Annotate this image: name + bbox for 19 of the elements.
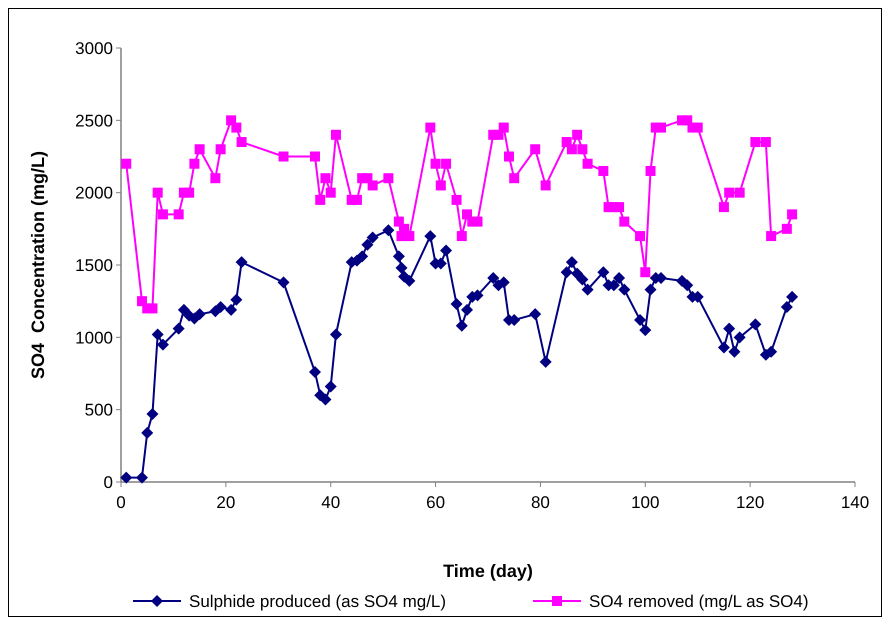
x-tick-label: 80 bbox=[530, 493, 550, 512]
y-tick-label: 500 bbox=[84, 400, 113, 420]
legend-label: Sulphide produced (as SO4 mg/L) bbox=[189, 592, 446, 611]
x-tick-label: 100 bbox=[631, 493, 660, 512]
y-axis-title: SO4 Concentration (mg/L) bbox=[28, 150, 48, 380]
y-tick-label: 3000 bbox=[75, 38, 113, 58]
x-tick-label: 120 bbox=[736, 493, 764, 512]
x-tick-label: 140 bbox=[840, 493, 870, 512]
y-tick-label: 2000 bbox=[75, 184, 113, 203]
y-tick-label: 1000 bbox=[75, 328, 113, 348]
y-tick-label: 1500 bbox=[75, 256, 113, 275]
x-tick-label: 20 bbox=[216, 493, 236, 512]
y-tick-label: 2500 bbox=[75, 111, 113, 130]
x-tick-label: 60 bbox=[426, 493, 446, 512]
x-tick-label: 40 bbox=[321, 493, 340, 512]
legend-label: SO4 removed (mg/L as SO4) bbox=[589, 592, 809, 611]
y-tick-label: 0 bbox=[104, 472, 113, 492]
x-axis-title: Time (day) bbox=[443, 561, 533, 581]
x-tick-label: 0 bbox=[116, 493, 126, 512]
